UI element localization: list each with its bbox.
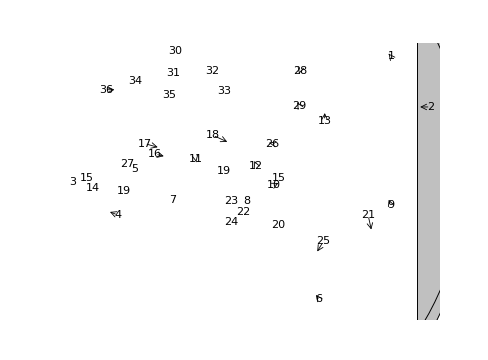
Circle shape — [49, 0, 488, 360]
Text: 9: 9 — [386, 201, 394, 210]
Bar — [415, 51, 488, 110]
Text: 17: 17 — [137, 139, 151, 149]
Text: 3: 3 — [69, 177, 76, 187]
Text: 1: 1 — [386, 51, 393, 61]
Ellipse shape — [220, 77, 227, 93]
Circle shape — [0, 0, 433, 360]
Text: 15: 15 — [80, 173, 93, 183]
Text: 20: 20 — [271, 220, 285, 230]
Text: 24: 24 — [224, 217, 238, 227]
Text: 5: 5 — [131, 164, 138, 174]
Text: 31: 31 — [165, 68, 180, 78]
Circle shape — [44, 0, 488, 360]
Bar — [163, 75, 185, 97]
Ellipse shape — [0, 0, 363, 360]
Circle shape — [277, 79, 291, 93]
Text: 8: 8 — [243, 196, 250, 206]
Text: 2: 2 — [426, 102, 433, 112]
Ellipse shape — [169, 79, 179, 93]
Bar — [117, 53, 234, 104]
Bar — [348, 51, 415, 110]
Text: 11: 11 — [188, 154, 202, 164]
Circle shape — [188, 83, 191, 85]
Text: 36: 36 — [99, 85, 113, 95]
Circle shape — [187, 81, 192, 87]
Circle shape — [212, 78, 224, 91]
Text: 19: 19 — [116, 186, 130, 196]
Circle shape — [214, 81, 222, 89]
Circle shape — [0, 0, 453, 360]
Circle shape — [101, 0, 488, 360]
Text: 15: 15 — [271, 174, 285, 184]
Text: 33: 33 — [217, 86, 231, 96]
Ellipse shape — [0, 0, 475, 360]
Text: 25: 25 — [316, 237, 330, 246]
Text: 12: 12 — [249, 161, 263, 171]
Circle shape — [210, 76, 226, 93]
Circle shape — [180, 75, 199, 94]
Text: 14: 14 — [85, 183, 100, 193]
Ellipse shape — [0, 0, 445, 360]
Bar — [280, 74, 312, 99]
Circle shape — [0, 0, 407, 360]
Text: 32: 32 — [204, 67, 219, 76]
Text: 13: 13 — [317, 116, 331, 126]
Circle shape — [0, 0, 455, 360]
Ellipse shape — [0, 0, 335, 360]
Text: 7: 7 — [169, 195, 176, 205]
Circle shape — [49, 0, 488, 360]
Text: 28: 28 — [292, 66, 306, 76]
Text: 35: 35 — [162, 90, 176, 100]
Ellipse shape — [0, 0, 333, 360]
Circle shape — [143, 80, 155, 91]
Text: 6: 6 — [315, 294, 322, 304]
Circle shape — [282, 84, 287, 89]
Text: 18: 18 — [205, 130, 219, 140]
Text: 34: 34 — [128, 76, 142, 86]
Circle shape — [0, 0, 387, 360]
Circle shape — [184, 79, 195, 89]
Circle shape — [183, 77, 197, 91]
Text: 21: 21 — [360, 210, 374, 220]
Text: 29: 29 — [291, 100, 305, 111]
Circle shape — [272, 75, 296, 98]
Circle shape — [118, 0, 488, 360]
Text: 19: 19 — [217, 166, 231, 176]
Text: 23: 23 — [224, 195, 238, 206]
Ellipse shape — [0, 0, 329, 360]
Circle shape — [141, 77, 157, 93]
Circle shape — [0, 0, 404, 360]
Circle shape — [0, 0, 456, 360]
Text: 30: 30 — [167, 46, 182, 56]
Text: 16: 16 — [148, 149, 162, 159]
Text: 26: 26 — [265, 139, 279, 149]
Ellipse shape — [0, 0, 464, 360]
Text: 22: 22 — [235, 207, 250, 217]
Circle shape — [145, 82, 152, 89]
Circle shape — [268, 70, 300, 102]
Text: 10: 10 — [266, 180, 280, 190]
Text: 27: 27 — [120, 159, 134, 169]
Text: 4: 4 — [114, 210, 122, 220]
